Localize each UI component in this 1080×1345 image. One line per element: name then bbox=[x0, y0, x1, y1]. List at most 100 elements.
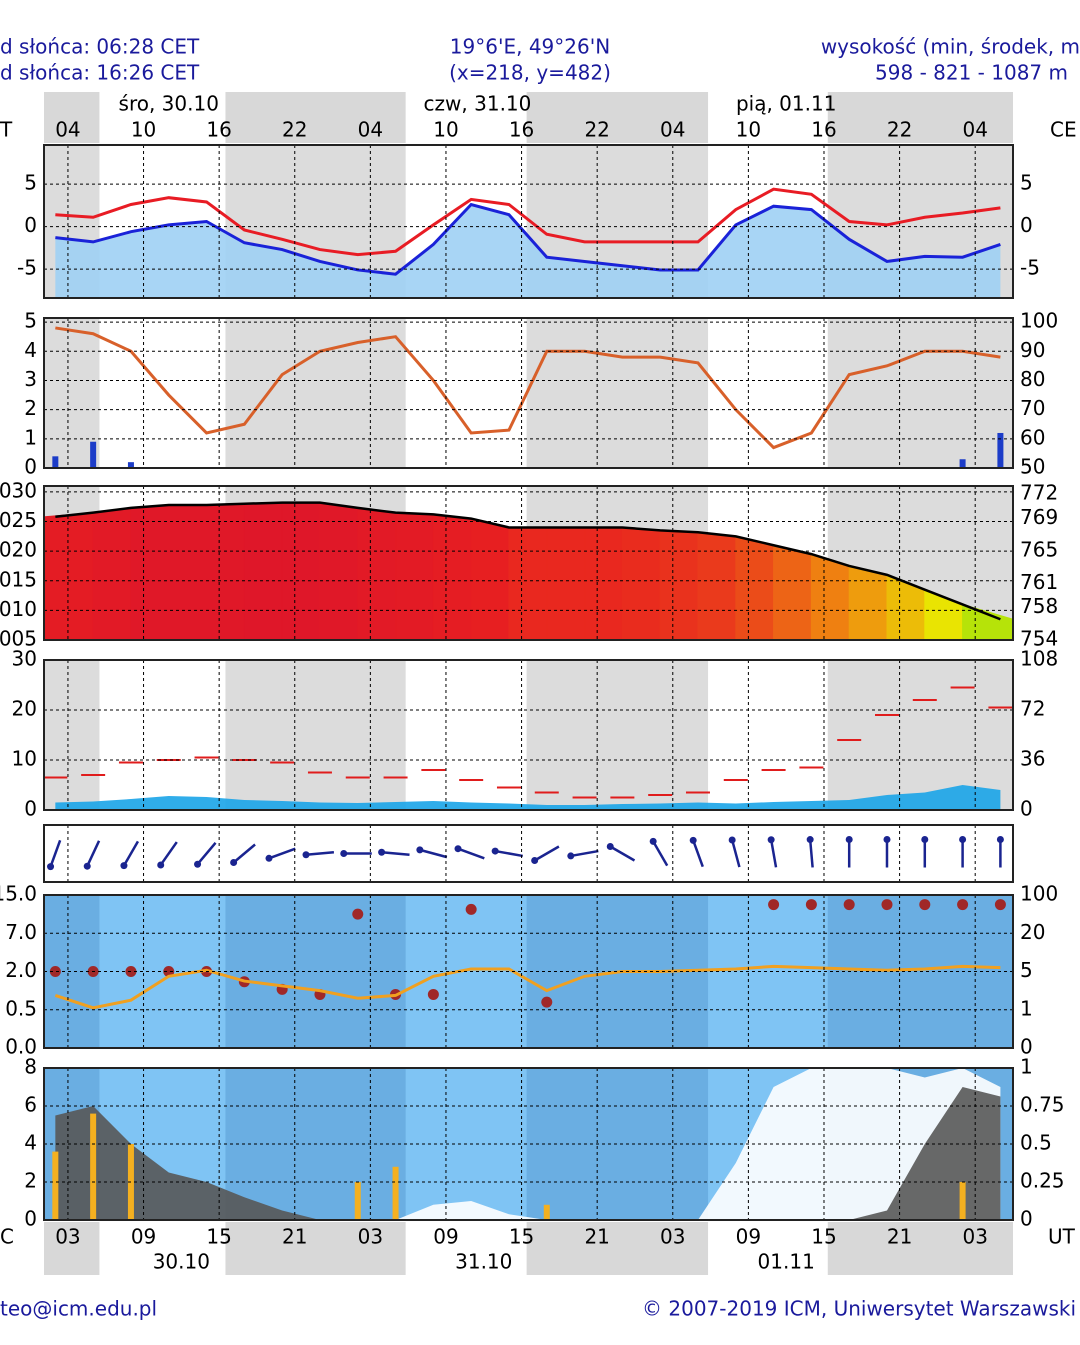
day-label: pią, 01.11 bbox=[736, 92, 836, 116]
wind-arrow bbox=[609, 845, 636, 862]
pressure-fill bbox=[773, 544, 812, 641]
cet-tick-label: 10 bbox=[433, 118, 458, 142]
cet-tick-label: 22 bbox=[282, 118, 307, 142]
y-tick-label: 2 bbox=[24, 1169, 37, 1193]
y2-tick-label: 5 bbox=[1020, 958, 1033, 982]
utc-tick-label: 09 bbox=[433, 1225, 458, 1249]
area bbox=[55, 785, 1001, 810]
pressure-fill bbox=[43, 512, 94, 641]
utc-tick-label: 03 bbox=[358, 1225, 383, 1249]
cet-tick-label: 04 bbox=[660, 118, 685, 142]
wind-arrow-head bbox=[340, 850, 348, 857]
pressure-fill bbox=[621, 526, 661, 641]
night-band bbox=[827, 825, 1013, 882]
dot bbox=[163, 966, 175, 977]
dot bbox=[465, 903, 477, 915]
utc-tick-label: 03 bbox=[660, 1225, 685, 1249]
line bbox=[55, 501, 1001, 621]
dot bbox=[957, 899, 969, 911]
dot bbox=[352, 908, 364, 920]
y2-tick-label: 0.5 bbox=[1020, 1131, 1052, 1155]
day-strip bbox=[708, 92, 828, 143]
y2-tick-label: -5 bbox=[1020, 256, 1040, 280]
y-tick-label: 4 bbox=[24, 1131, 37, 1155]
night-band bbox=[526, 825, 709, 882]
y-tick-label: 0 bbox=[24, 213, 37, 237]
pressure-fill bbox=[92, 507, 132, 641]
axis-label: CE bbox=[1050, 118, 1077, 142]
axis-label: UT bbox=[1048, 1225, 1076, 1249]
bar bbox=[392, 1166, 399, 1220]
utc-tick-label: 09 bbox=[131, 1225, 156, 1249]
pressure-fill bbox=[243, 502, 283, 641]
y-tick-label: 0.5 bbox=[5, 996, 37, 1020]
sunrise: d słońca: 06:28 CET bbox=[0, 35, 200, 59]
y-tick-label: 3 bbox=[24, 367, 37, 391]
cet-tick-label: 22 bbox=[584, 118, 609, 142]
day-label: czw, 31.10 bbox=[424, 92, 532, 116]
panel bbox=[43, 144, 1014, 299]
wind-arrow-head bbox=[689, 836, 697, 844]
marks bbox=[52, 326, 1004, 468]
pressure-fill bbox=[470, 517, 510, 641]
pressure-fill bbox=[130, 504, 170, 641]
sunset: d słońca: 16:26 CET bbox=[0, 61, 200, 85]
day-label: 30.10 bbox=[153, 1250, 210, 1274]
dot bbox=[49, 966, 61, 977]
y-tick-label: 7.0 bbox=[5, 920, 37, 944]
panel bbox=[43, 485, 1014, 641]
y-tick-label: 0 bbox=[24, 455, 37, 479]
wind-arrow-head bbox=[454, 845, 462, 853]
pressure-fill bbox=[206, 503, 245, 641]
wind-arrow-head bbox=[567, 852, 575, 860]
wind-arrow-head bbox=[728, 836, 736, 844]
cet-tick-label: 22 bbox=[887, 118, 912, 142]
wind-arrow-head bbox=[194, 860, 202, 868]
utc-tick-label: 21 bbox=[282, 1225, 307, 1249]
day-strip bbox=[708, 1222, 828, 1275]
pressure-fill bbox=[546, 526, 586, 641]
y-tick-label: 5 bbox=[24, 171, 37, 195]
night-band bbox=[526, 660, 709, 810]
wind-arrow bbox=[49, 839, 62, 868]
bar bbox=[997, 432, 1004, 468]
y2-tick-label: 761 bbox=[1020, 570, 1058, 594]
marks bbox=[55, 187, 1001, 298]
y-tick-label: 010 bbox=[0, 597, 37, 621]
panel bbox=[43, 659, 1014, 811]
bar bbox=[127, 462, 134, 468]
wind-arrow-head bbox=[996, 836, 1004, 843]
y-tick-label: 020 bbox=[0, 538, 37, 562]
day-label: 31.10 bbox=[455, 1250, 512, 1274]
night-band bbox=[225, 318, 406, 468]
panel-frame bbox=[43, 1067, 1014, 1221]
pressure-fill bbox=[281, 502, 321, 641]
day-label: 01.11 bbox=[758, 1250, 815, 1274]
pressure-fill bbox=[395, 512, 434, 641]
y2-tick-label: 0 bbox=[1020, 213, 1033, 237]
bar bbox=[52, 1151, 59, 1220]
wind-arrow-head bbox=[157, 861, 165, 869]
y-tick-label: 0 bbox=[24, 1207, 37, 1231]
day-strip bbox=[99, 92, 226, 143]
pressure-fill bbox=[584, 526, 623, 641]
wind-arrow bbox=[570, 849, 599, 858]
cet-tick-label: 10 bbox=[131, 118, 156, 142]
panel-frame bbox=[43, 317, 1014, 469]
y-tick-label: 015 bbox=[0, 567, 37, 591]
elevation-title: wysokość (min, środek, m bbox=[821, 35, 1080, 59]
wind-arrow bbox=[652, 840, 669, 867]
y2-tick-label: 100 bbox=[1020, 882, 1058, 906]
y2-tick-label: 772 bbox=[1020, 481, 1058, 505]
day-label: śro, 30.10 bbox=[119, 92, 219, 116]
wind-arrow bbox=[159, 841, 178, 866]
y-tick-label: 0.0 bbox=[5, 1035, 37, 1059]
marks bbox=[43, 501, 1014, 641]
y-tick-label: 20 bbox=[12, 697, 37, 721]
y2-tick-label: 20 bbox=[1020, 920, 1045, 944]
y2-tick-label: 108 bbox=[1020, 647, 1058, 671]
cet-tick-label: 16 bbox=[811, 118, 836, 142]
wind-arrow bbox=[730, 839, 741, 868]
email: teo@icm.edu.pl bbox=[0, 1297, 157, 1321]
panel bbox=[43, 1067, 1014, 1221]
